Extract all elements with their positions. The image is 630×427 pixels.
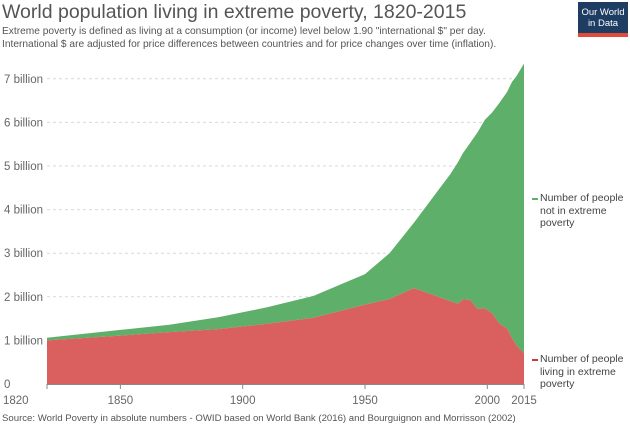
legend-swatch-not-poor bbox=[532, 198, 538, 200]
x-tick-label-3: 1950 bbox=[352, 395, 378, 407]
y-tick-label-6: 6 billion bbox=[4, 117, 43, 129]
owid-logo[interactable]: Our World in Data bbox=[578, 2, 628, 37]
subtitle-line-1: Extreme poverty is defined as living at … bbox=[2, 26, 486, 37]
legend-label-not-poor-1: Number of people bbox=[540, 192, 624, 204]
stacked-areas bbox=[47, 63, 524, 384]
legend-item-not-poor[interactable]: Number of people not in extreme poverty bbox=[532, 192, 630, 230]
logo-line-2: in Data bbox=[587, 18, 619, 29]
legend-label-poor-3: poverty bbox=[540, 378, 575, 390]
legend-label-poor-1: Number of people bbox=[540, 353, 624, 365]
chart-title: World population living in extreme pover… bbox=[2, 1, 467, 23]
legend-label-not-poor-3: poverty bbox=[540, 217, 575, 229]
area-in-poverty bbox=[47, 288, 524, 384]
legend-item-poor[interactable]: Number of people living in extreme pover… bbox=[532, 353, 630, 391]
legend-label-not-poor-2: not in extreme bbox=[540, 204, 607, 217]
x-tick-label-2: 1900 bbox=[230, 395, 256, 407]
x-tick-label-0: 1820 bbox=[3, 395, 29, 407]
legend-label-poor-2: living in extreme bbox=[540, 365, 616, 378]
chart-subtitle: Extreme poverty is defined as living at … bbox=[2, 25, 562, 51]
subtitle-line-2: International $ are adjusted for price d… bbox=[2, 39, 497, 50]
y-tick-label-3: 3 billion bbox=[4, 248, 43, 260]
x-tick-label-4: 2000 bbox=[475, 395, 501, 407]
y-tick-label-5: 5 billion bbox=[4, 161, 43, 173]
x-tick-label-1: 1850 bbox=[108, 395, 134, 407]
y-tick-label-0: 0 bbox=[4, 379, 10, 391]
y-tick-label-7: 7 billion bbox=[4, 74, 43, 86]
axes: 0 1 billion 2 billion 3 billion 4 billion 5 b… bbox=[3, 74, 537, 407]
y-tick-label-1: 1 billion bbox=[4, 335, 43, 347]
legend-swatch-poor bbox=[532, 359, 538, 361]
source-note: Source: World Poverty in absolute number… bbox=[2, 413, 516, 424]
y-tick-label-2: 2 billion bbox=[4, 292, 43, 304]
logo-line-1: Our World bbox=[581, 7, 625, 18]
x-tick-label-5: 2015 bbox=[511, 395, 537, 407]
area-not-in-poverty bbox=[47, 63, 524, 354]
y-tick-label-4: 4 billion bbox=[4, 205, 43, 217]
